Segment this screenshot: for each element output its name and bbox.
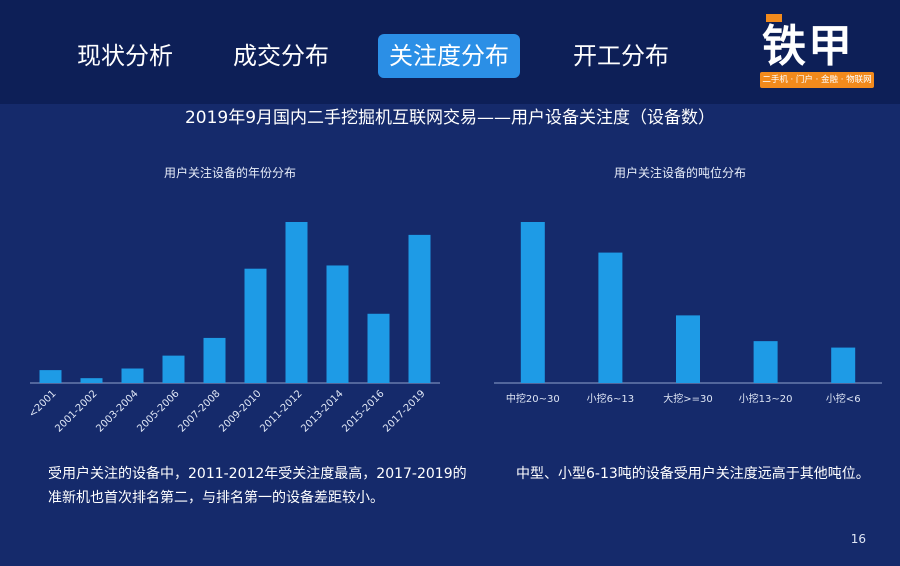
bar-tonnage-0 <box>520 222 545 383</box>
tick-label: <2001 <box>27 388 59 420</box>
bar-year-2 <box>121 368 144 383</box>
bar-year-5 <box>244 268 267 383</box>
tick-label: 2001-2002 <box>53 388 99 434</box>
chart-title-tonnage: 用户关注设备的吨位分布 <box>613 166 746 180</box>
tab-deal-distribution[interactable]: 成交分布 <box>233 42 329 70</box>
chart-title-year: 用户关注设备的年份分布 <box>163 166 296 180</box>
tick-label: 2017-2019 <box>381 388 427 434</box>
tick-label: 2015-2016 <box>340 388 386 434</box>
bar-year-7 <box>326 265 349 383</box>
bar-tonnage-4 <box>831 347 856 383</box>
bar-tonnage-3 <box>753 341 778 383</box>
bar-tonnage-1 <box>598 252 623 383</box>
left-description: 受用户关注的设备中，2011-2012年受关注度最高，2017-2019的 准新… <box>48 462 478 510</box>
left-description-line-2: 准新机也首次排名第二，与排名第一的设备差距较小。 <box>48 490 384 506</box>
tab-attention-distribution[interactable]: 关注度分布 <box>378 34 520 78</box>
page-number: 16 <box>850 532 866 546</box>
bar-year-0 <box>39 370 62 383</box>
nav-tabs: 现状分析 成交分布 关注度分布 开工分布 <box>0 34 760 78</box>
logo-text: 铁甲 <box>762 21 854 72</box>
bar-tonnage-2 <box>676 315 700 383</box>
page-title: 2019年9月国内二手挖掘机互联网交易——用户设备关注度（设备数） <box>184 108 716 128</box>
tick-label: 2003-2004 <box>94 388 140 434</box>
bar-year-1 <box>80 378 103 383</box>
bar-year-4 <box>203 337 226 383</box>
tick-label: 小挖13~20 <box>739 392 793 405</box>
bar-year-3 <box>162 355 185 383</box>
logo-tagline: 二手机 · 门户 · 金融 · 物联网 <box>760 72 874 88</box>
bar-year-9 <box>408 234 431 383</box>
tab-work-distribution[interactable]: 开工分布 <box>573 42 669 70</box>
tick-label: 大挖>=30 <box>663 392 712 405</box>
tick-label: 2005-2006 <box>135 388 181 434</box>
tick-label: 小挖<6 <box>826 392 861 405</box>
tick-label: 2009-2010 <box>217 388 263 434</box>
logo-accent-mark <box>766 14 782 22</box>
tick-label: 中挖20~30 <box>506 392 560 405</box>
left-description-line-1: 受用户关注的设备中，2011-2012年受关注度最高，2017-2019的 <box>48 466 467 482</box>
tick-label: 2007-2008 <box>176 388 222 434</box>
bar-year-6 <box>285 222 308 383</box>
right-description: 中型、小型6-13吨的设备受用户关注度远高于其他吨位。 <box>516 466 870 482</box>
tick-label: 2013-2014 <box>299 388 345 434</box>
bar-year-8 <box>367 313 390 383</box>
tick-label: 小挖6~13 <box>587 392 634 405</box>
tab-status-analysis[interactable]: 现状分析 <box>77 42 173 70</box>
tick-label: 2011-2012 <box>258 388 304 434</box>
brand-logo: 铁甲 二手机 · 门户 · 金融 · 物联网 <box>756 6 878 92</box>
